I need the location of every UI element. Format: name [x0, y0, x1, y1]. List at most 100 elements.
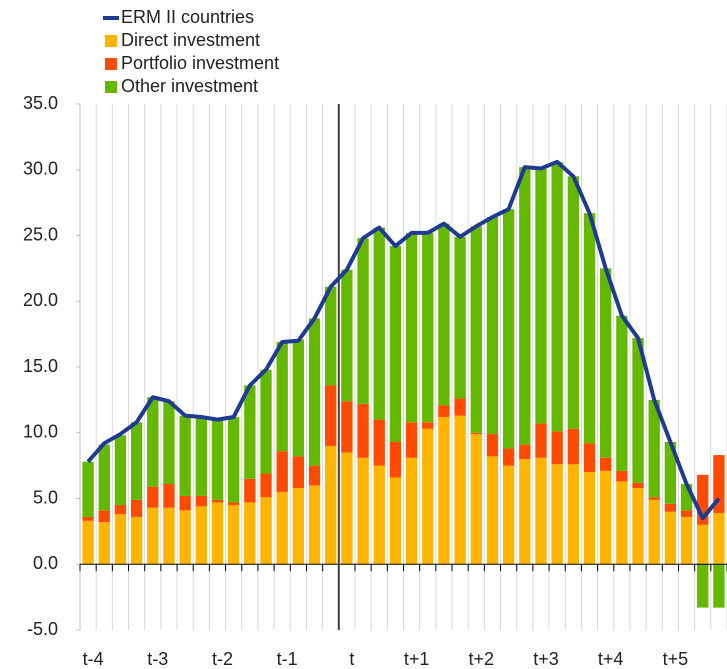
bar	[114, 514, 127, 565]
bar	[697, 524, 709, 565]
bar	[308, 318, 321, 466]
bar	[195, 495, 207, 507]
x-tick-label: t+5	[663, 649, 689, 669]
bar	[697, 474, 709, 525]
bar	[422, 422, 434, 429]
y-tick-label: 25.0	[23, 224, 58, 244]
bar	[195, 416, 207, 496]
bar	[648, 497, 660, 500]
bar	[228, 416, 240, 503]
bar	[535, 168, 547, 424]
bar	[325, 286, 337, 386]
bar	[713, 512, 725, 565]
bar	[389, 246, 402, 442]
bar	[664, 503, 677, 512]
x-tick-label: t-2	[212, 649, 233, 669]
bar	[325, 385, 337, 446]
x-tick-label: t+1	[404, 649, 430, 669]
bar	[454, 398, 466, 416]
legend-label: Direct investment	[121, 30, 260, 50]
bar	[244, 478, 256, 503]
bar	[292, 339, 305, 457]
bar	[697, 564, 709, 608]
bar	[567, 176, 579, 429]
bar	[713, 564, 725, 608]
bar	[373, 465, 385, 565]
bar	[82, 461, 94, 517]
bar	[163, 484, 175, 508]
bar	[147, 507, 159, 565]
bar	[260, 473, 272, 498]
bar	[519, 167, 531, 445]
y-tick-label: 15.0	[23, 356, 58, 376]
y-tick-label: 30.0	[23, 159, 58, 179]
legend-swatch	[105, 81, 117, 93]
bar	[680, 516, 693, 565]
bar	[632, 487, 644, 565]
x-tick-label: t+3	[533, 649, 559, 669]
legend-swatch	[105, 35, 117, 47]
y-tick-label: 5.0	[33, 487, 58, 507]
bar	[567, 428, 579, 465]
bar	[648, 399, 660, 498]
bar	[502, 448, 515, 466]
x-tick-label: t-4	[83, 649, 104, 669]
bar	[583, 213, 596, 444]
x-tick-label: t+2	[469, 649, 495, 669]
bar	[454, 236, 466, 399]
bar	[292, 456, 305, 488]
bar	[600, 457, 612, 471]
bar	[405, 232, 418, 423]
bar	[260, 497, 272, 565]
bar	[438, 223, 450, 406]
bar	[357, 238, 369, 404]
bar	[389, 477, 402, 565]
bar	[551, 431, 563, 465]
bar	[713, 455, 725, 513]
bar	[357, 403, 369, 458]
bar	[179, 495, 191, 511]
bar	[373, 227, 385, 420]
bar	[130, 516, 143, 565]
y-tick-label: 0.0	[33, 553, 58, 573]
bar	[179, 415, 191, 496]
bar	[422, 232, 434, 423]
bar	[470, 434, 482, 565]
bar	[147, 397, 159, 487]
bar	[308, 465, 321, 486]
bar	[616, 470, 628, 482]
bar	[244, 385, 256, 479]
legend-swatch	[105, 58, 117, 70]
bar	[130, 499, 143, 517]
bar	[583, 443, 596, 473]
bar	[341, 452, 353, 565]
bar	[551, 464, 563, 565]
bar	[389, 441, 402, 478]
bar	[632, 338, 644, 483]
bar	[357, 457, 369, 565]
bar	[179, 510, 191, 565]
legend-swatch	[103, 16, 119, 20]
bar	[373, 419, 385, 466]
bar	[486, 434, 499, 457]
y-tick-label: 20.0	[23, 290, 58, 310]
bar	[405, 457, 418, 565]
bar	[616, 315, 628, 471]
bar	[551, 161, 563, 432]
bar	[502, 209, 515, 449]
bar	[276, 342, 288, 452]
bar	[648, 499, 660, 565]
bar	[422, 428, 434, 565]
bar	[470, 226, 482, 433]
bar	[195, 506, 207, 565]
legend-label: ERM II countries	[121, 7, 254, 27]
bar	[502, 465, 515, 565]
bar	[130, 422, 143, 500]
bar	[438, 416, 450, 565]
bar	[244, 502, 256, 565]
y-tick-label: 10.0	[23, 422, 58, 442]
bar	[632, 482, 644, 488]
bar	[228, 502, 240, 506]
y-tick-label: 35.0	[23, 93, 58, 113]
